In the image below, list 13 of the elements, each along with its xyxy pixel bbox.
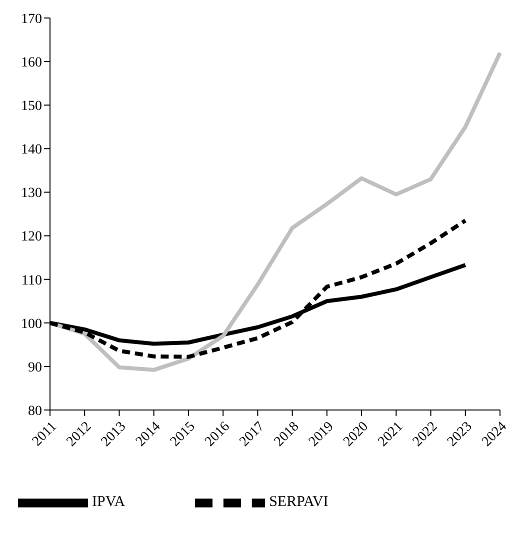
y-tick-label: 80: [28, 404, 42, 419]
x-tick-label: 2011: [30, 419, 60, 450]
y-tick-label: 150: [21, 99, 42, 114]
y-tick-label: 140: [21, 142, 42, 158]
y-tick-label: 160: [21, 56, 42, 71]
y-tick-label: 90: [28, 360, 42, 376]
y-tick-label: 170: [21, 12, 42, 27]
y-tick-label: 100: [21, 316, 42, 332]
legend-label: IPVA: [92, 494, 126, 510]
legend-label: SERPAVI: [269, 494, 328, 510]
y-tick-label: 120: [21, 230, 42, 245]
y-tick-label: 130: [21, 186, 42, 202]
y-tick-label: 110: [22, 273, 42, 288]
